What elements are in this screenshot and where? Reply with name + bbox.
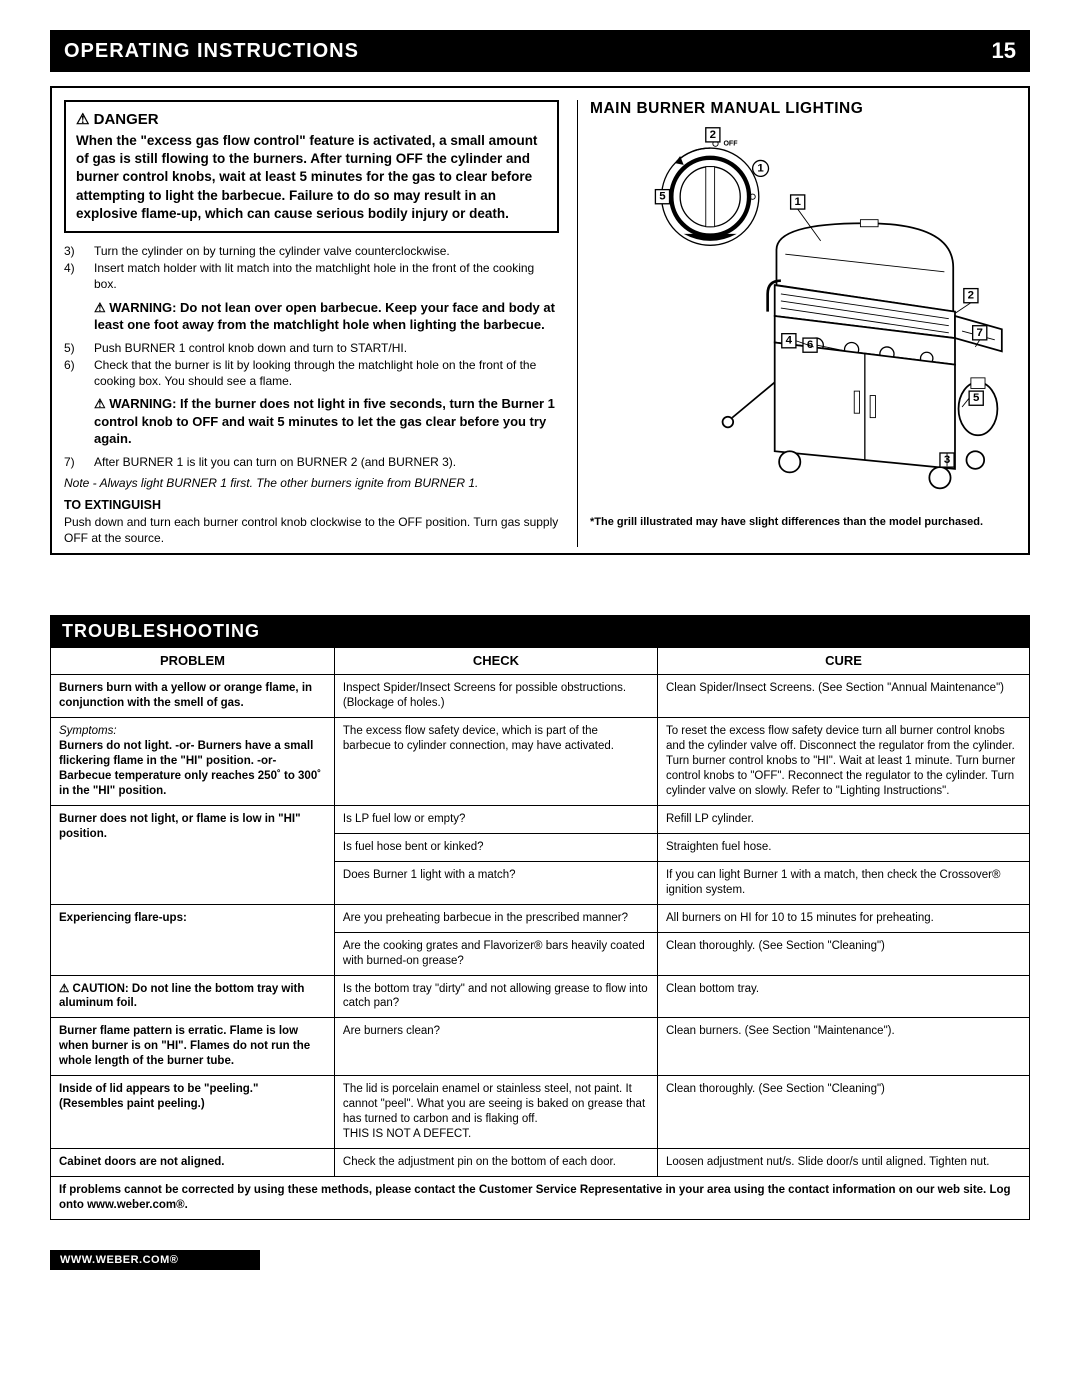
danger-body: When the "excess gas flow control" featu… [76,132,547,223]
th-cure: CURE [657,648,1029,675]
svg-text:5: 5 [659,191,666,203]
footer-url: WWW.WEBER.COM® [50,1250,260,1270]
th-check: CHECK [334,648,657,675]
content-frame: ⚠ DANGER When the "excess gas flow contr… [50,86,1030,555]
manual-lighting-title: MAIN BURNER MANUAL LIGHTING [590,100,1016,118]
right-column: MAIN BURNER MANUAL LIGHTING OFF [577,100,1016,547]
table-row: Burners burn with a yellow or orange fla… [51,675,1030,718]
steps-b: 5)Push BURNER 1 control knob down and tu… [64,340,559,390]
danger-title: ⚠ DANGER [76,110,547,128]
steps-a: 3)Turn the cylinder on by turning the cy… [64,243,559,293]
table-row: Symptoms:Burners do not light. -or- Burn… [51,718,1030,806]
header-title: OPERATING INSTRUCTIONS [64,40,359,63]
table-row: Burner flame pattern is erratic. Flame i… [51,1018,1030,1076]
svg-text:1: 1 [757,162,764,174]
page: OPERATING INSTRUCTIONS 15 ⚠ DANGER When … [0,0,1080,1310]
table-row: Inside of lid appears to be "peeling." (… [51,1076,1030,1149]
table-footer-row: If problems cannot be corrected by using… [51,1176,1030,1219]
header-bar: OPERATING INSTRUCTIONS 15 [50,30,1030,72]
svg-text:2: 2 [968,290,974,302]
steps-c: 7)After BURNER 1 is lit you can turn on … [64,454,559,470]
svg-text:1: 1 [795,196,802,208]
svg-text:7: 7 [977,327,983,339]
left-column: ⚠ DANGER When the "excess gas flow contr… [64,100,559,547]
th-problem: PROBLEM [51,648,335,675]
table-row: Cabinet doors are not aligned. Check the… [51,1148,1030,1176]
extinguish-title: TO EXTINGUISH [64,498,559,512]
troubleshooting-title: TROUBLESHOOTING [50,615,1030,648]
warning-1: ⚠ WARNING: Do not lean over open barbecu… [94,299,559,334]
page-number: 15 [992,38,1016,64]
troubleshooting-table: PROBLEM CHECK CURE Burners burn with a y… [50,648,1030,1220]
svg-text:5: 5 [973,392,980,404]
svg-text:4: 4 [786,335,793,347]
svg-text:OFF: OFF [723,140,738,147]
note: Note - Always light BURNER 1 first. The … [64,476,559,490]
illustration-note: *The grill illustrated may have slight d… [590,515,1016,529]
table-row: ⚠ CAUTION: Do not line the bottom tray w… [51,975,1030,1018]
svg-text:2: 2 [710,129,716,141]
extinguish-body: Push down and turn each burner control k… [64,514,559,546]
warning-2: ⚠ WARNING: If the burner does not light … [94,395,559,448]
table-row: Experiencing flare-ups: Are you preheati… [51,904,1030,932]
danger-box: ⚠ DANGER When the "excess gas flow contr… [64,100,559,233]
grill-illustration: OFF 2 5 1 [590,126,1016,506]
table-row: Burner does not light, or flame is low i… [51,805,1030,833]
